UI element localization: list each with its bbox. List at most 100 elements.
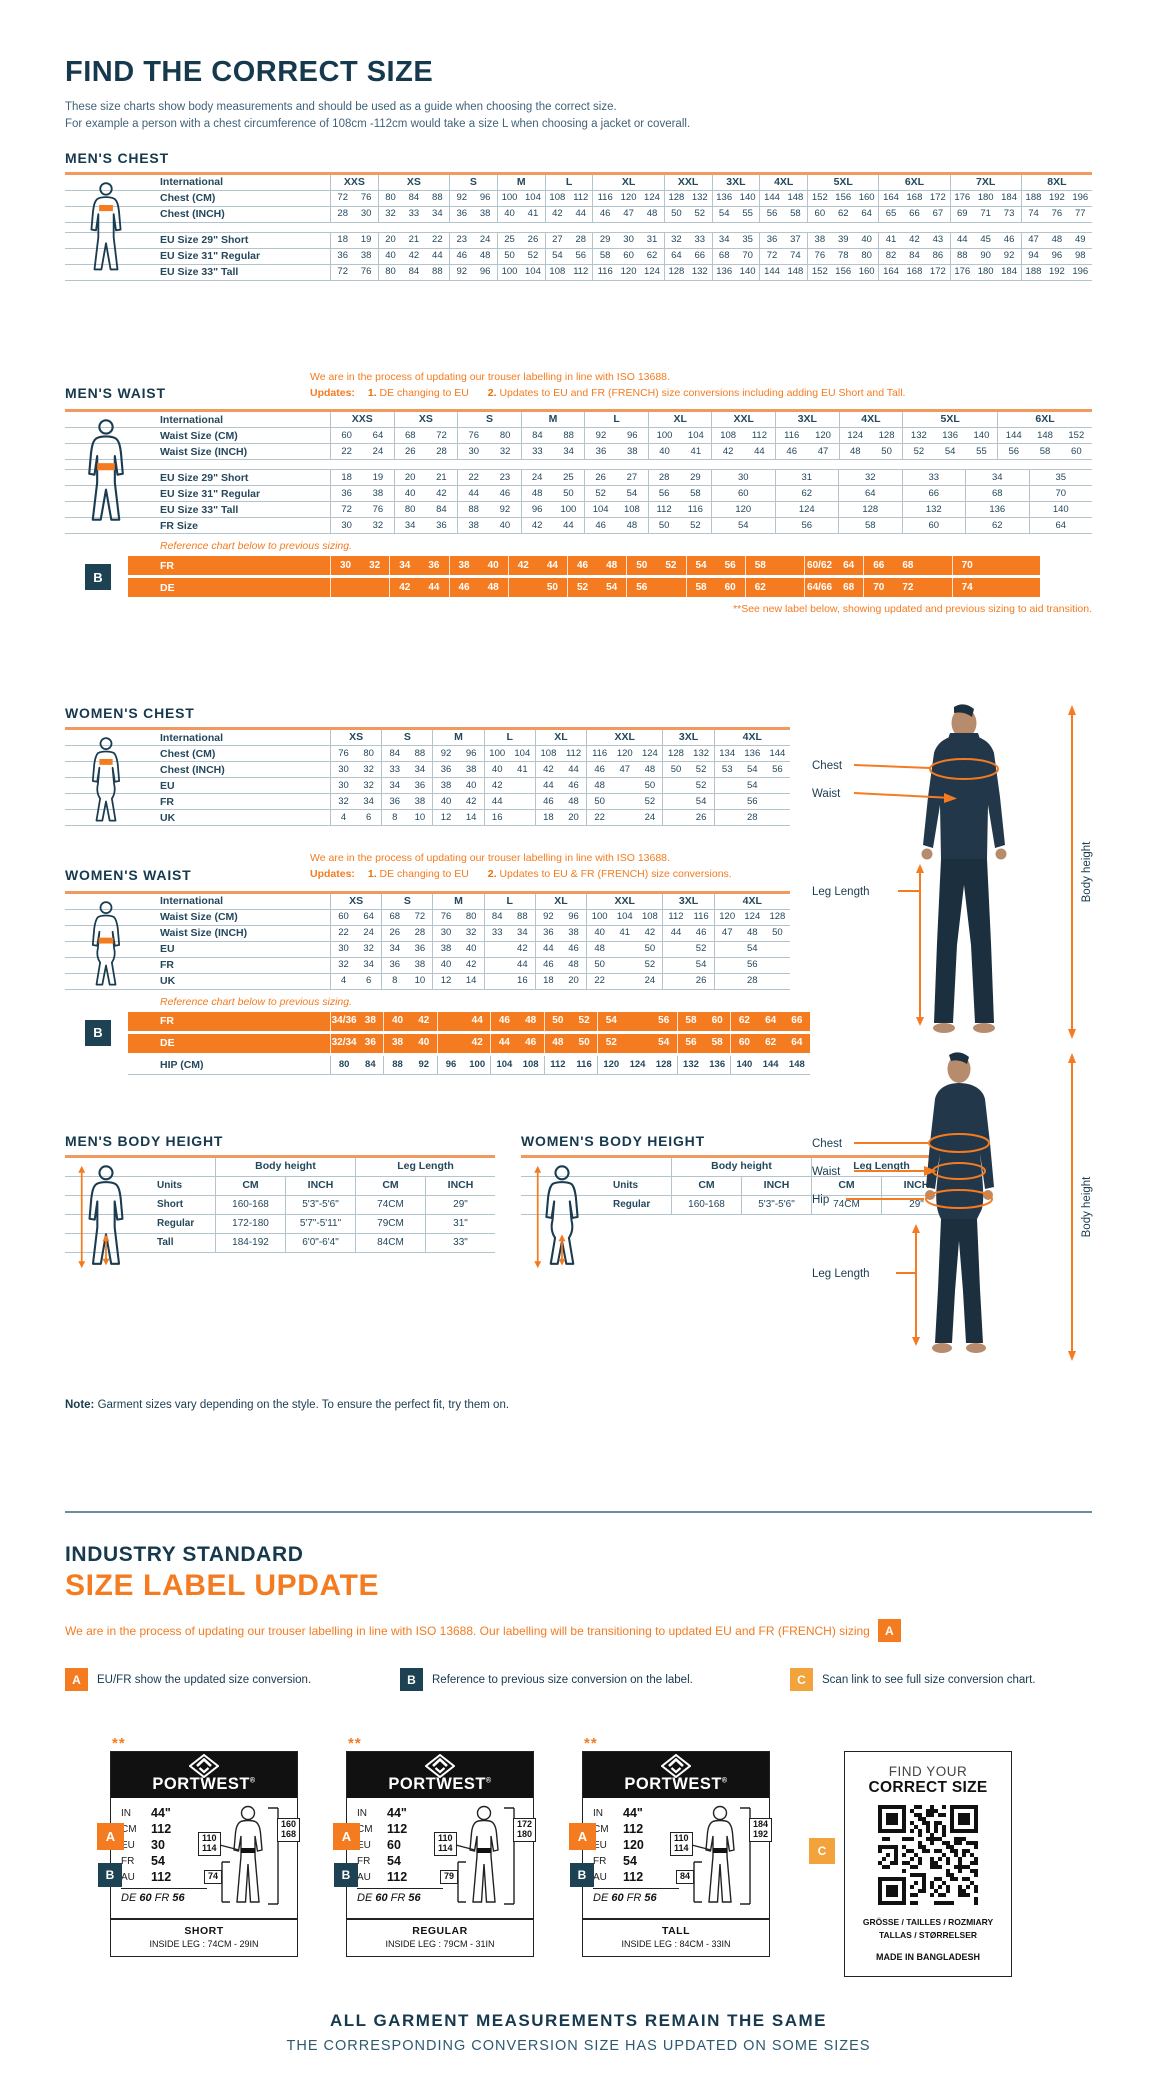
cell-value: 120 xyxy=(719,911,736,923)
body-height-row: MEN'S BODY HEIGHT Body height Leg Length U… xyxy=(65,1133,1092,1268)
cell-value: 42 xyxy=(418,1015,430,1027)
cell-group: 50 52 xyxy=(586,957,662,973)
row-label: International xyxy=(160,176,224,188)
cell-group: 144 148 xyxy=(759,190,807,206)
cell-value: 8 xyxy=(392,975,398,987)
cell-value: L xyxy=(506,731,513,744)
cell-value: 12 xyxy=(440,975,452,987)
cell-group: 32 34 xyxy=(330,957,381,973)
cell-value: 54 xyxy=(552,250,563,262)
cell-group: 52 xyxy=(662,941,713,957)
cell-value: 116 xyxy=(597,192,613,204)
cell-group: 50 52 xyxy=(663,206,712,222)
cell-group: 52 54 xyxy=(584,486,648,502)
badge-a: A xyxy=(65,1668,88,1692)
cell-value: 132 xyxy=(693,747,710,759)
cell-group: 54 xyxy=(662,794,713,810)
cell-value: 19 xyxy=(372,471,384,483)
row-label: UK xyxy=(160,811,176,824)
cell-value: 64 xyxy=(372,429,384,441)
cell-value: 48 xyxy=(1051,234,1063,246)
cell-group: 84 88 xyxy=(520,428,585,444)
cell-group: 38 40 xyxy=(432,778,483,794)
table-row: EU 30 32 34 36 38 40 42 44 46 48 50 52 54 xyxy=(65,941,790,958)
cell-group: INCH xyxy=(285,1176,355,1195)
cell-group: 112 116 xyxy=(662,909,713,925)
cell-group: 42 xyxy=(483,941,535,957)
table-row: International XS S M L XL XXL 3XL 4XL xyxy=(65,730,790,747)
size-value-row: FR 54 xyxy=(121,1853,207,1869)
cell-value: 21 xyxy=(408,234,420,246)
table-gap-row xyxy=(65,223,1092,233)
cell-value: 76 xyxy=(338,747,349,759)
cell-value: 54 xyxy=(944,445,956,457)
table-row: EU Size 31" Regular 36 38 40 42 44 46 48 50 52 54 5… xyxy=(65,248,1092,265)
cell-value: 152 xyxy=(1068,429,1085,441)
cell-value: 92 xyxy=(543,911,554,923)
cell-value: 76 xyxy=(1051,208,1063,220)
cell-value: 64 xyxy=(765,1015,777,1027)
cell-value: 33" xyxy=(453,1236,468,1248)
cell-group: L xyxy=(584,412,648,428)
cell-value: 48 xyxy=(525,1015,537,1027)
label-footer: TALL INSIDE LEG : 84CM - 33IN xyxy=(583,1920,769,1956)
table-row: EU Size 33" Tall 72 76 80 84 88 92 96 100 104 108 1… xyxy=(65,264,1092,281)
cell-value: 68 xyxy=(902,559,914,571)
cell-value: 54 xyxy=(606,581,618,593)
cell-group: 68 72 xyxy=(381,909,432,925)
cell-value: 23 xyxy=(456,234,468,246)
cell-value: 80 xyxy=(338,1058,350,1070)
cell-value: 144 xyxy=(762,1058,779,1070)
cell-group: 30 32 xyxy=(330,556,389,576)
cell-value: 7XL xyxy=(976,175,996,188)
cell-group: 7XL xyxy=(949,174,1021,190)
row-data: 60 64 68 72 76 80 84 88 92 96 100 104 108 112 116 120 12… xyxy=(330,909,790,925)
cell-group: Body height xyxy=(671,1157,811,1176)
cell-value: INCH xyxy=(307,1179,334,1192)
ref-part: FR xyxy=(154,1892,173,1905)
cell-group: 108 112 xyxy=(534,746,586,762)
row-data: 32 34 36 38 40 42 44 46 48 50 52 54 56 xyxy=(330,794,790,810)
cell-value: 84 xyxy=(365,1058,376,1070)
cell-group: 40 42 xyxy=(432,957,483,973)
cell-value: 132 xyxy=(925,503,942,515)
label-footer: SHORT INSIDE LEG : 74CM - 29IN xyxy=(111,1920,297,1956)
cell-value: 36 xyxy=(337,250,348,262)
cell-value: 42 xyxy=(465,795,477,807)
cell-value: 56 xyxy=(685,1037,697,1049)
garment-note: Note: Garment sizes vary depending on th… xyxy=(65,1399,1092,1411)
cell-value: 38 xyxy=(440,779,452,791)
cell-group: XL xyxy=(592,174,663,190)
table-row: Chest (INCH) 28 30 32 33 34 36 38 40 41 42 44 46 47 48… xyxy=(65,206,1092,223)
cell-value: 100 xyxy=(656,429,673,441)
cell-value: 33 xyxy=(532,445,543,457)
footer-line1: ALL GARMENT MEASUREMENTS REMAIN THE SAME xyxy=(330,2010,827,2030)
table-row: International XXS XS S M L XL XXL 3XL 4XL 5XL 6XL xyxy=(65,412,1092,429)
cell-value: 34 xyxy=(389,779,401,791)
cell-value: 44 xyxy=(670,927,682,939)
cell-value: 148 xyxy=(787,192,804,204)
cell-group: 46 47 xyxy=(775,444,839,460)
cell-value: 40 xyxy=(487,559,499,571)
cell-value: 56 xyxy=(658,1015,670,1027)
cell-value: 124 xyxy=(644,266,660,278)
table-row: International XXS XS S M L XL XXL 3XL 4XL 5XL 6XL 7X… xyxy=(65,174,1092,191)
cell-value: 112 xyxy=(573,192,589,204)
cell-group: 172-180 xyxy=(215,1214,285,1233)
cell-group: 50 52 xyxy=(626,556,685,576)
label-update-intro-text: We are in the process of updating our tr… xyxy=(65,1623,870,1638)
cell-value: 42 xyxy=(471,1037,483,1049)
cell-value: 44 xyxy=(563,519,574,531)
size-value: 60 xyxy=(387,1838,401,1853)
cell-value: 92 xyxy=(456,192,468,204)
label-footer: REGULAR INSIDE LEG : 79CM - 31IN xyxy=(347,1920,533,1956)
cell-group: 52 xyxy=(662,778,713,794)
cell-value: 42 xyxy=(491,779,503,791)
cell-value: 6'0"-6'4" xyxy=(302,1236,339,1248)
cell-value: 48 xyxy=(568,795,579,807)
cell-value: 132 xyxy=(691,192,708,204)
cell-group: 42 44 xyxy=(534,762,586,778)
cell-value: 34 xyxy=(517,927,528,939)
cell-value: 38 xyxy=(626,445,638,457)
cell-group: 30 32 xyxy=(432,925,483,941)
